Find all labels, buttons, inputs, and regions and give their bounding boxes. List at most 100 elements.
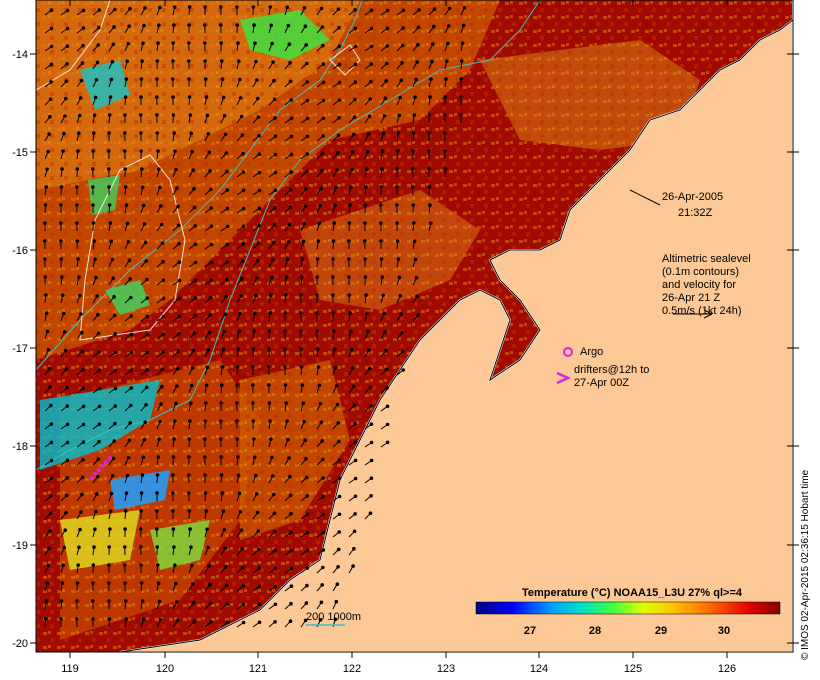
velocity-arrow-head [221,509,226,514]
velocity-arrow-head [188,527,192,531]
velocity-arrow-head [189,383,194,388]
velocity-arrow-head [187,455,191,459]
velocity-arrow-head [241,224,246,229]
velocity-arrow-head [380,149,385,153]
velocity-arrow-head [158,5,162,10]
velocity-arrow-head [353,8,357,12]
velocity-arrow-head [273,584,278,589]
velocity-arrow-head [268,419,272,423]
velocity-arrow-head [252,437,256,441]
velocity-arrow-head [141,455,146,460]
velocity-arrow-head [289,566,294,571]
velocity-arrow-head [238,96,243,100]
velocity-arrow-head [286,437,290,442]
velocity-arrow-head [91,563,96,567]
velocity-arrow-head [235,437,239,441]
velocity-arrow-head [59,239,63,243]
velocity-arrow-head [173,419,177,424]
velocity-arrow-head [176,366,180,371]
velocity-arrow-head [235,365,240,369]
velocity-arrow-head [187,437,192,441]
velocity-arrow-head [139,131,143,135]
velocity-arrow-head [62,330,67,334]
velocity-arrow-head [267,329,272,333]
velocity-arrow-head [206,132,211,136]
velocity-arrow-head [273,188,278,192]
velocity-arrow-head [321,476,326,480]
velocity-arrow-head [333,617,338,622]
velocity-arrow-head [367,114,372,119]
velocity-arrow-head [109,239,114,244]
velocity-arrow-head [379,257,384,261]
velocity-arrow-head [352,403,357,407]
velocity-arrow-head [81,404,86,409]
velocity-arrow-head [45,581,50,586]
velocity-arrow-head [321,548,326,552]
velocity-arrow-head [303,204,308,209]
velocity-arrow-head [235,383,239,387]
velocity-arrow-head [427,113,432,117]
velocity-arrow-head [172,545,176,549]
velocity-arrow-head [416,313,421,317]
velocity-arrow-head [223,312,228,317]
x-tick-label: 125 [624,663,642,675]
velocity-arrow-head [447,6,452,11]
velocity-arrow-head [108,221,113,225]
velocity-arrow-head [91,185,95,189]
velocity-arrow-head [192,619,197,624]
x-tick-label: 126 [718,663,736,675]
velocity-arrow-head [315,257,320,261]
velocity-arrow-head [320,439,325,443]
velocity-arrow-head [91,581,95,585]
velocity-arrow-head [417,8,421,12]
velocity-arrow-head [237,491,242,496]
drifter-marker-icon [556,371,572,385]
velocity-arrow-head [208,601,213,606]
velocity-arrow-head [285,257,290,262]
velocity-arrow-head [319,6,324,11]
velocity-arrow-head [305,61,309,66]
velocity-arrow-head [65,8,70,13]
velocity-arrow-head [156,581,161,586]
velocity-arrow-head [401,368,406,372]
velocity-arrow-head [191,168,195,172]
velocity-arrow-head [273,116,277,120]
velocity-arrow-head [304,43,309,47]
velocity-arrow-head [288,474,292,479]
velocity-arrow-head [63,114,67,118]
velocity-arrow-head [251,383,255,387]
velocity-arrow-head [47,366,52,371]
velocity-arrow-head [225,206,230,211]
velocity-arrow-head [174,401,178,406]
velocity-arrow-head [288,619,293,624]
velocity-arrow-head [75,221,79,225]
velocity-arrow-head [190,563,194,568]
velocity-arrow-head [321,98,326,103]
velocity-arrow-head [123,545,127,549]
velocity-arrow-head [257,152,262,156]
velocity-arrow-head [225,169,229,174]
sealevel-contours [35,0,361,341]
x-tick-label: 119 [61,663,79,675]
velocity-arrow-head [321,116,326,121]
velocity-arrow-head [176,204,180,209]
velocity-arrow-head [255,78,259,82]
velocity-arrow-head [267,347,271,351]
velocity-arrow-head [92,131,96,135]
velocity-arrow-head [77,131,81,135]
velocity-arrow-head [337,62,342,67]
velocity-arrow-head [97,368,102,373]
velocity-arrow-head [240,547,244,551]
velocity-arrow-head [124,203,129,207]
velocity-arrow-head [336,547,341,552]
velocity-arrow-head [156,41,160,45]
velocity-arrow-head [267,401,272,405]
velocity-arrow-head [177,278,182,283]
velocity-arrow-head [222,114,227,118]
velocity-arrow-head [380,275,385,279]
velocity-arrow-head [459,113,463,117]
velocity-arrow-head [159,402,163,406]
velocity-arrow-head [172,131,176,135]
velocity-arrow-head [385,44,390,48]
velocity-arrow-head [289,116,294,121]
